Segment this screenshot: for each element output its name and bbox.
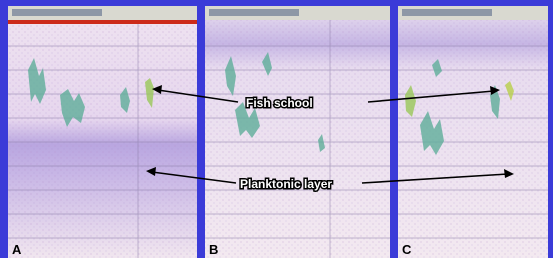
panel [8, 6, 197, 258]
panel-label: B [209, 242, 218, 257]
annotation: Fish school [246, 96, 313, 110]
panel-label: C [402, 242, 412, 257]
panel [205, 6, 390, 258]
panel-label: A [12, 242, 22, 257]
panel [398, 6, 548, 258]
echogram-figure: Fish school Planktonic layer A B C [0, 0, 553, 258]
annotation: Planktonic layer [240, 177, 332, 191]
